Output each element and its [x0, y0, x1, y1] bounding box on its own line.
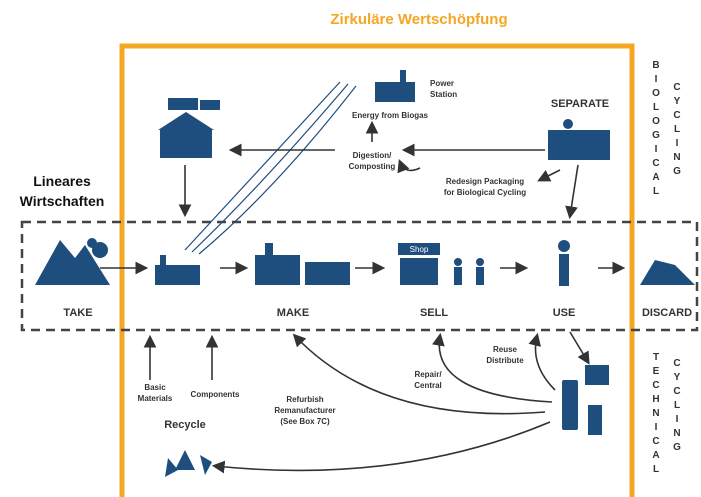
linear-label: Wirtschaften — [20, 193, 105, 209]
label: for Biological Cycling — [444, 188, 526, 197]
label: Station — [430, 90, 457, 99]
label: Digestion/ — [353, 151, 392, 160]
label: Power — [430, 79, 454, 88]
arrows — [100, 120, 626, 474]
label: Basic — [144, 383, 166, 392]
label: Reuse — [493, 345, 518, 354]
power-lines — [184, 81, 357, 255]
shop-sign: Shop — [410, 245, 429, 254]
icons — [35, 70, 695, 477]
linear-label: Lineares — [33, 173, 91, 189]
label: Composting — [349, 162, 396, 171]
label: (See Box 7C) — [280, 417, 330, 426]
label: Recycle — [164, 419, 206, 431]
label: Repair/ — [414, 370, 442, 379]
label: Refurbish — [286, 395, 323, 404]
label: Distribute — [486, 356, 524, 365]
tech-word: TECHNICAL — [651, 352, 662, 478]
title: Zirkuläre Wertschöpfung — [330, 11, 507, 28]
stage: MAKE — [277, 307, 309, 319]
label: Materials — [138, 394, 173, 403]
label: Redesign Packaging — [446, 177, 524, 186]
stage: USE — [553, 307, 576, 319]
stage: TAKE — [63, 307, 92, 319]
stage: SELL — [420, 307, 448, 319]
circular-frame — [119, 43, 635, 497]
tech-word: CYCLING — [672, 358, 683, 456]
label: Central — [414, 381, 442, 390]
bio-word: BIOLOGICAL — [651, 60, 662, 200]
label: Remanufacturer — [274, 406, 335, 415]
label: SEPARATE — [551, 98, 609, 110]
label: Components — [191, 390, 240, 399]
stage: DISCARD — [642, 307, 692, 319]
linear-band — [20, 220, 699, 332]
label: Energy from Biogas — [352, 111, 429, 120]
bio-word: CYCLING — [672, 82, 683, 180]
